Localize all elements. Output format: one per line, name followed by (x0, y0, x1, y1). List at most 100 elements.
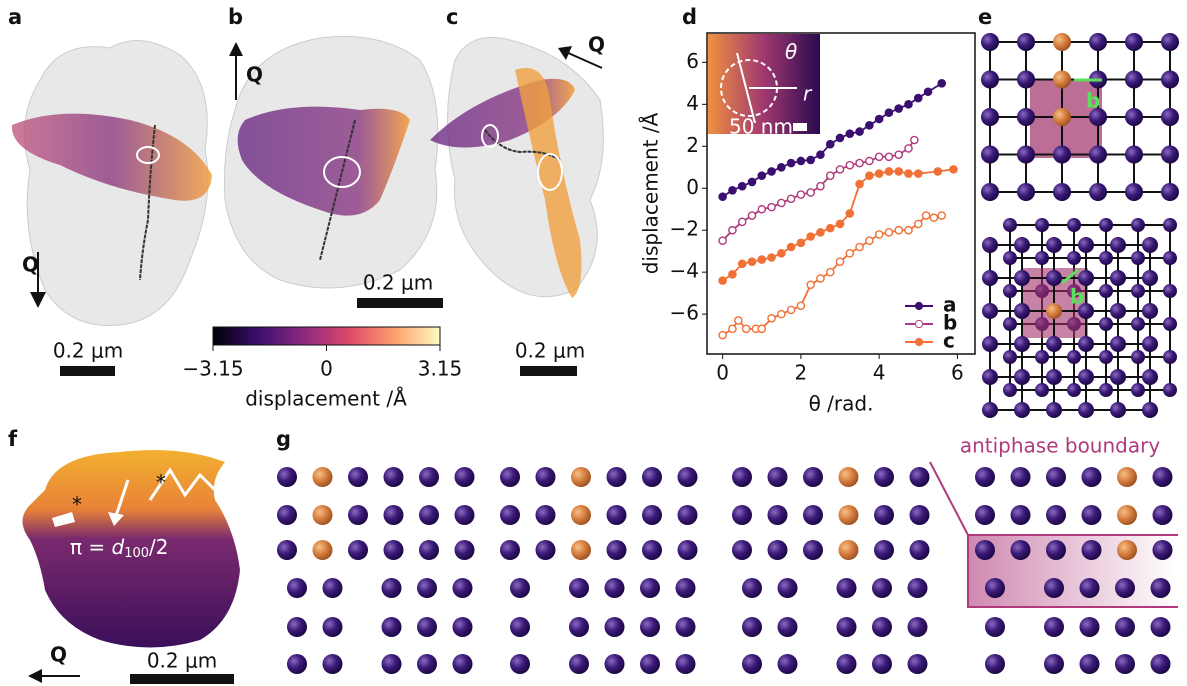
burgers-label: b (1070, 285, 1084, 309)
panel-label: d (682, 5, 697, 29)
atom (1151, 617, 1171, 637)
point (905, 145, 912, 152)
point (876, 231, 883, 238)
point (827, 269, 834, 276)
atom (1099, 350, 1113, 364)
point (846, 250, 853, 257)
atom (1110, 369, 1126, 385)
atom (1082, 505, 1102, 525)
atom (323, 578, 343, 598)
atom (1035, 350, 1049, 364)
atom (500, 540, 520, 560)
point (719, 332, 726, 339)
point (729, 325, 736, 332)
point (817, 229, 824, 236)
point (856, 159, 863, 166)
figure: a Q 0.2 μm b Q 0.2 μm c Q 0.2 μm −3.1503… (0, 0, 1187, 686)
atom (1067, 251, 1081, 265)
atom (1046, 505, 1066, 525)
atom (510, 617, 530, 637)
atom (323, 617, 343, 637)
atom (1035, 218, 1049, 232)
legend-label: c (943, 329, 955, 353)
formula-sub: 100 (124, 546, 149, 561)
atom (607, 505, 627, 525)
point (748, 212, 755, 219)
atom (642, 505, 662, 525)
atom (1110, 270, 1126, 286)
atom (910, 505, 930, 525)
atom (287, 617, 307, 637)
point (758, 206, 765, 213)
atom (605, 654, 625, 674)
point (836, 258, 843, 265)
point (856, 180, 863, 187)
atom (1017, 146, 1035, 164)
atom (1163, 218, 1177, 232)
point (895, 151, 902, 158)
atom (640, 654, 660, 674)
atom (1161, 108, 1179, 126)
atom (455, 540, 475, 560)
atom (1014, 402, 1030, 418)
point (735, 317, 742, 324)
atom-orange (571, 540, 591, 560)
atom (640, 617, 660, 637)
atom-orange (1117, 505, 1137, 525)
atom (1003, 383, 1017, 397)
annotation: antiphase boundary (960, 434, 1160, 458)
atom (287, 578, 307, 598)
atom (417, 617, 437, 637)
q-label: Q (246, 63, 263, 87)
point (743, 325, 750, 332)
atom (1003, 218, 1017, 232)
legend-marker (915, 302, 922, 309)
atom (453, 578, 473, 598)
point (885, 109, 892, 116)
point (876, 153, 883, 160)
panel-label: g (276, 427, 291, 451)
atom (384, 505, 404, 525)
point (836, 134, 843, 141)
atom (1110, 303, 1126, 319)
atom (1131, 284, 1145, 298)
atom (742, 654, 762, 674)
atom-orange (313, 540, 333, 560)
atom (419, 540, 439, 560)
lattice: b (981, 33, 1179, 201)
point (817, 183, 824, 190)
atom-orange (571, 505, 591, 525)
colorbar-tick-label: 0 (320, 357, 333, 381)
atom-orange (1117, 540, 1137, 560)
atom (1110, 336, 1126, 352)
atom (1099, 383, 1113, 397)
point (807, 156, 814, 163)
q-arrowhead (30, 292, 46, 308)
atom (768, 467, 788, 487)
atom (1044, 654, 1064, 674)
point (748, 258, 755, 265)
atom (742, 617, 762, 637)
point (930, 214, 937, 221)
point (827, 141, 834, 148)
x-tick-label: 2 (795, 361, 808, 385)
atom (1110, 237, 1126, 253)
atom-orange (1053, 71, 1071, 89)
star: * (156, 471, 166, 495)
atom (1017, 108, 1035, 126)
atom (382, 617, 402, 637)
atom-orange (571, 467, 591, 487)
point (797, 302, 804, 309)
atom (1080, 578, 1100, 598)
atom (778, 654, 798, 674)
point (846, 130, 853, 137)
atom (1089, 146, 1107, 164)
atom (1078, 369, 1094, 385)
atom (1046, 402, 1062, 418)
point (748, 178, 755, 185)
atom (1067, 218, 1081, 232)
atom (569, 617, 589, 637)
atom (419, 505, 439, 525)
atom (1080, 654, 1100, 674)
atom (982, 270, 998, 286)
